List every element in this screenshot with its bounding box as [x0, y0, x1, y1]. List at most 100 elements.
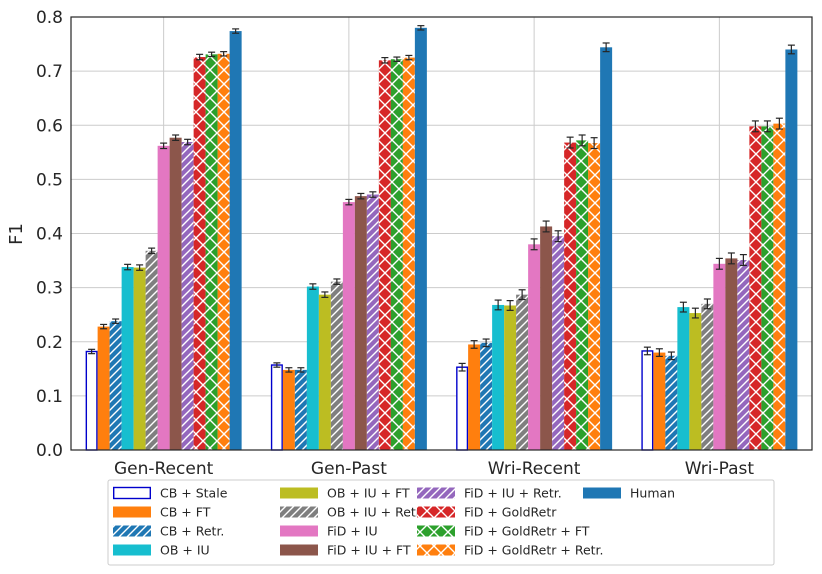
y-tick-label: 0.2	[36, 333, 63, 353]
bar-fid-iu-retr-wri-past-hatch	[737, 260, 750, 450]
bar-fid-goldretr-retr-wri-past	[773, 123, 786, 450]
error-bar-cb-retr-gen-past	[297, 367, 305, 373]
error-bar-cb-retr-gen-recent	[112, 318, 120, 324]
error-bar-human-wri-recent	[602, 42, 610, 53]
legend-label: CB + FT	[160, 505, 211, 520]
bar-fid-iu-ft-gen-past	[354, 196, 367, 450]
bar-fid-goldretr-wri-past-hatch	[749, 126, 762, 451]
bar-fid-goldretr-retr-gen-recent-hatch	[217, 53, 230, 451]
error-bar-fid-goldretr-ft-gen-past	[393, 56, 401, 62]
x-tick-label: Gen-Recent	[114, 459, 214, 479]
error-bar-fid-goldretr-gen-recent	[196, 53, 204, 61]
legend-item-cb-ft: CB + FT	[113, 505, 211, 520]
legend-label: OB + IU + FT	[327, 486, 410, 501]
bar-ob-iu-retr-wri-recent	[516, 294, 529, 450]
bars	[85, 27, 798, 451]
legend-item-fid-goldretr-retr: FiD + GoldRetr + Retr.	[417, 543, 604, 558]
bar-fid-iu-ft-gen-recent-fill	[169, 137, 182, 451]
error-bar-cb-ft-wri-past	[655, 348, 663, 357]
plot-frame	[70, 16, 813, 451]
legend-swatch-hatch	[280, 506, 318, 518]
bar-fid-goldretr-ft-gen-past	[390, 59, 403, 450]
error-bar-cb-stale-gen-past	[273, 362, 281, 368]
legend-label: Human	[630, 486, 675, 501]
error-bar-cb-retr-wri-recent	[482, 338, 490, 348]
error-bar-fid-goldretr-ft-gen-recent	[208, 51, 216, 58]
bar-fid-iu-wri-recent	[528, 244, 541, 450]
legend-item-ob-iu-retr: OB + IU + Retr.	[280, 505, 424, 520]
error-bar-cb-ft-gen-past	[285, 367, 293, 373]
bar-cb-retr-gen-past	[294, 369, 307, 450]
error-bar-ob-iu-gen-recent	[124, 263, 132, 271]
error-bar-ob-iu-retr-wri-past	[703, 298, 711, 310]
bar-fid-iu-wri-past	[713, 263, 726, 450]
legend-swatch-hatch	[417, 506, 455, 518]
bar-fid-goldretr-retr-wri-recent-hatch	[588, 143, 601, 450]
error-bar-cb-stale-wri-past	[643, 346, 651, 356]
bar-human-wri-past	[785, 49, 798, 450]
bar-cb-retr-wri-past-hatch	[665, 355, 678, 450]
bar-fid-iu-ft-wri-recent-fill	[540, 226, 553, 450]
error-bar-fid-goldretr-wri-past	[751, 120, 759, 133]
bar-ob-iu-gen-past-fill	[306, 286, 319, 450]
y-axis-label: F1	[6, 223, 27, 245]
legend-label: OB + IU + Retr.	[327, 505, 424, 520]
bar-ob-iu-retr-gen-recent	[145, 250, 158, 450]
bar-ob-iu-ft-gen-recent-fill	[133, 267, 146, 450]
bar-fid-goldretr-ft-gen-recent-hatch	[205, 54, 218, 450]
bar-cb-stale-gen-past	[270, 364, 283, 451]
bar-cb-ft-wri-recent-fill	[468, 344, 481, 450]
error-bar-human-gen-past	[417, 25, 425, 31]
error-bar-cb-stale-wri-recent	[458, 362, 466, 372]
bar-human-gen-recent-fill	[229, 31, 242, 450]
bar-ob-iu-gen-past	[306, 286, 319, 450]
legend-item-cb-retr: CB + Retr.	[113, 524, 224, 539]
x-tick-label: Wri-Past	[685, 459, 755, 479]
bar-cb-ft-wri-past-fill	[653, 352, 666, 450]
bar-ob-iu-wri-recent-fill	[492, 304, 505, 450]
y-tick-label: 0.7	[36, 62, 63, 82]
legend-item-human: Human	[583, 486, 675, 501]
legend-swatch-hatch	[113, 525, 151, 537]
legend-label: FiD + GoldRetr + FT	[464, 524, 590, 539]
x-tick-label: Wri-Recent	[488, 459, 581, 479]
error-bar-fid-iu-wri-recent	[530, 238, 538, 251]
legend-swatch	[113, 506, 151, 518]
bar-ob-iu-wri-past-fill	[677, 307, 690, 450]
error-bar-fid-iu-retr-wri-past	[739, 254, 747, 267]
y-tick-label: 0.0	[36, 441, 63, 461]
error-bar-cb-stale-gen-recent	[88, 348, 96, 355]
error-bar-fid-goldretr-retr-wri-past	[775, 117, 783, 130]
error-bar-fid-goldretr-retr-wri-recent	[590, 137, 598, 150]
x-tick-label: Gen-Past	[311, 459, 387, 479]
error-bar-ob-iu-gen-past	[309, 283, 317, 290]
bar-fid-goldretr-ft-gen-past-hatch	[390, 59, 403, 450]
bar-fid-iu-retr-gen-recent-hatch	[181, 142, 194, 450]
legend-item-fid-iu: FiD + IU	[280, 524, 378, 539]
bar-ob-iu-ft-gen-recent	[133, 267, 146, 450]
bar-cb-ft-wri-past	[653, 352, 666, 450]
legend-item-fid-iu-ft: FiD + IU + FT	[280, 543, 411, 558]
error-bar-fid-iu-ft-gen-past	[357, 192, 365, 200]
error-bar-fid-goldretr-retr-gen-recent	[220, 51, 228, 57]
error-bar-fid-iu-gen-past	[345, 198, 353, 206]
bar-fid-iu-retr-gen-past-hatch	[366, 194, 379, 450]
error-bars	[88, 25, 795, 373]
bar-fid-iu-ft-wri-recent	[540, 226, 553, 450]
bar-ob-iu-gen-recent-fill	[121, 267, 134, 450]
legend-swatch-hatch	[417, 544, 455, 556]
error-bar-cb-ft-gen-recent	[100, 323, 108, 330]
legend-item-fid-iu-retr: FiD + IU + Retr.	[417, 486, 562, 501]
legend-box	[107, 479, 775, 566]
bar-fid-goldretr-wri-past	[749, 126, 762, 451]
x-tick-labels: Gen-Recent Gen-Past Wri-Recent Wri-Past	[114, 459, 754, 479]
bar-ob-iu-wri-past	[677, 307, 690, 450]
error-bar-ob-iu-retr-gen-past	[333, 278, 341, 285]
bar-fid-iu-ft-gen-past-fill	[354, 196, 367, 450]
y-tick-label: 0.8	[36, 8, 63, 28]
legend-label: FiD + GoldRetr + Retr.	[464, 543, 604, 558]
bar-fid-goldretr-ft-wri-recent-hatch	[576, 140, 589, 450]
bar-fid-iu-ft-wri-past	[725, 258, 738, 450]
bar-cb-ft-gen-past-fill	[282, 369, 295, 450]
error-bar-fid-iu-gen-recent	[160, 142, 168, 150]
